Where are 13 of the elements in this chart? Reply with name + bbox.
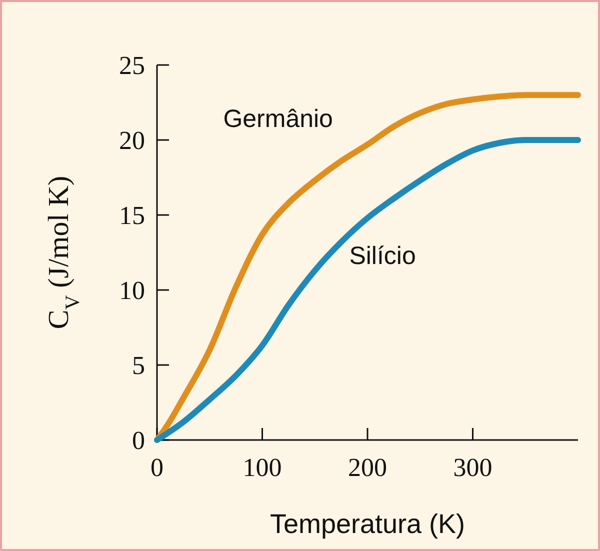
x-tick-label: 300	[453, 453, 492, 482]
series-label: Germânio	[223, 105, 333, 133]
y-tick-label: 20	[119, 126, 145, 155]
x-tick-label: 100	[242, 453, 282, 482]
y-tick-label: 5	[132, 351, 145, 380]
y-tick-label: 10	[119, 276, 145, 305]
y-tick-label: 25	[119, 51, 145, 80]
y-tick-label: 15	[119, 201, 145, 230]
series-label: Silício	[349, 242, 416, 270]
x-tick-label: 200	[348, 453, 387, 482]
x-axis-title: Temperatura (K)	[270, 509, 466, 539]
x-tick-label: 0	[150, 453, 164, 482]
y-tick-label: 0	[132, 426, 145, 455]
